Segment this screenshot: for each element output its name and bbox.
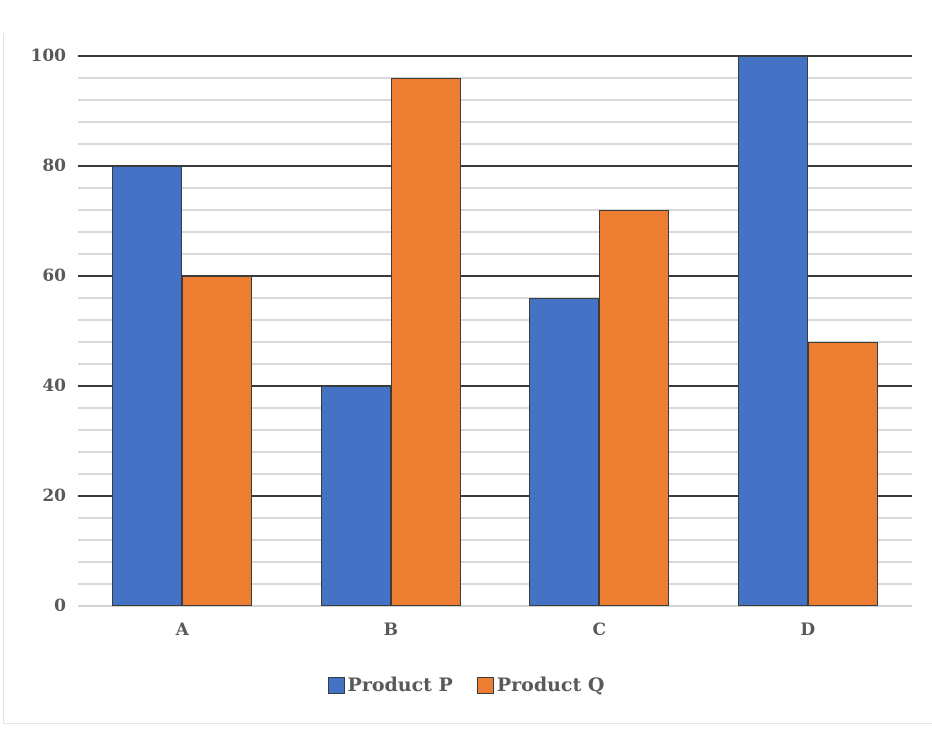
x-tick-label: C <box>592 620 607 640</box>
minor-gridline <box>78 407 912 409</box>
legend-item-product-p[interactable]: Product P <box>327 674 453 696</box>
legend-swatch-icon <box>476 676 494 694</box>
major-gridline <box>78 495 912 497</box>
major-gridline <box>78 165 912 167</box>
minor-gridline <box>78 561 912 563</box>
minor-gridline <box>78 121 912 123</box>
minor-gridline <box>78 297 912 299</box>
minor-gridline <box>78 99 912 101</box>
minor-gridline <box>78 363 912 365</box>
legend: Product P Product Q <box>0 674 932 696</box>
plot-area <box>78 55 912 607</box>
minor-gridline <box>78 253 912 255</box>
legend-item-product-q[interactable]: Product Q <box>476 674 605 696</box>
minor-gridline <box>78 583 912 585</box>
bar-a-product-p[interactable] <box>112 166 183 606</box>
minor-gridline <box>78 451 912 453</box>
minor-gridline <box>78 143 912 145</box>
bar-c-product-q[interactable] <box>599 210 670 606</box>
minor-gridline <box>78 341 912 343</box>
minor-gridline <box>78 517 912 519</box>
major-gridline <box>78 605 912 607</box>
y-tick-label: 80 <box>42 156 66 176</box>
minor-gridline <box>78 209 912 211</box>
legend-label: Product Q <box>496 674 605 696</box>
legend-swatch-icon <box>327 676 345 694</box>
minor-gridline <box>78 231 912 233</box>
minor-gridline <box>78 77 912 79</box>
y-tick-label: 40 <box>42 376 66 396</box>
bar-b-product-q[interactable] <box>390 78 461 606</box>
major-gridline <box>78 385 912 387</box>
x-tick-label: D <box>800 620 816 640</box>
minor-gridline <box>78 539 912 541</box>
minor-gridline <box>78 187 912 189</box>
x-tick-label: A <box>175 620 189 640</box>
minor-gridline <box>78 319 912 321</box>
legend-label: Product P <box>347 674 453 696</box>
major-gridline <box>78 275 912 277</box>
bar-b-product-p[interactable] <box>320 386 391 606</box>
y-tick-label: 60 <box>42 266 66 286</box>
major-gridline <box>78 55 912 57</box>
y-tick-label: 100 <box>30 46 67 66</box>
bar-d-product-p[interactable] <box>737 56 808 606</box>
x-tick-label: B <box>383 620 398 640</box>
bar-a-product-q[interactable] <box>182 276 253 606</box>
minor-gridline <box>78 429 912 431</box>
bar-c-product-p[interactable] <box>529 298 600 606</box>
minor-gridline <box>78 473 912 475</box>
bar-d-product-q[interactable] <box>807 342 878 606</box>
chart-frame <box>3 33 932 724</box>
y-tick-label: 0 <box>54 596 66 616</box>
y-tick-label: 20 <box>42 486 66 506</box>
